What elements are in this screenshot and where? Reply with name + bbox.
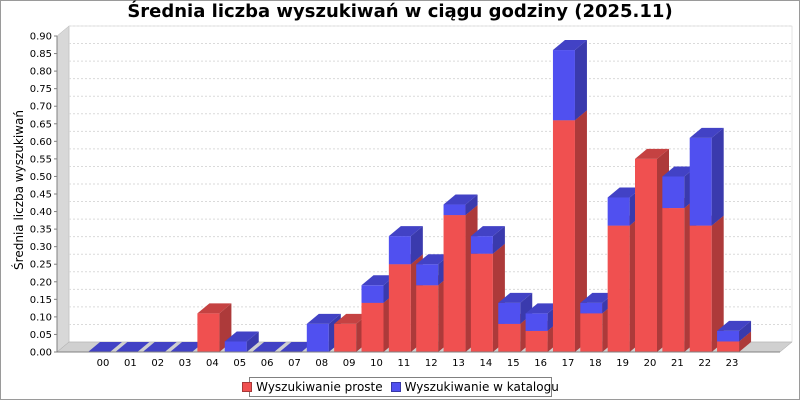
bar-15-series-1 bbox=[498, 292, 533, 324]
x-tick-label-15: 15 bbox=[507, 358, 520, 369]
y-tick-label-18: 0.90 bbox=[30, 32, 52, 43]
x-tick-label-23: 23 bbox=[726, 358, 739, 369]
bar-06-series-1 bbox=[252, 342, 287, 352]
legend-swatch-series-1 bbox=[390, 382, 401, 392]
y-tick-label-1: 0.05 bbox=[30, 330, 52, 341]
y-tick-label-3: 0.15 bbox=[30, 295, 52, 306]
x-tick-label-22: 22 bbox=[698, 358, 711, 369]
x-tick-label-14: 14 bbox=[480, 358, 493, 369]
x-tick-label-12: 12 bbox=[425, 358, 438, 369]
y-tick-label-11: 0.55 bbox=[30, 154, 52, 165]
bar-01-series-1 bbox=[115, 342, 150, 352]
bar-13-series-1 bbox=[443, 194, 478, 216]
x-tick-label-07: 07 bbox=[288, 358, 301, 369]
y-tick-label-16: 0.80 bbox=[30, 67, 52, 78]
x-tick-label-19: 19 bbox=[616, 358, 629, 369]
bar-11-series-1 bbox=[388, 226, 423, 265]
y-tick-label-12: 0.60 bbox=[30, 137, 52, 148]
x-tick-label-09: 09 bbox=[343, 358, 356, 369]
x-tick-label-03: 03 bbox=[179, 358, 192, 369]
bar-03-series-1 bbox=[170, 342, 205, 352]
bars bbox=[88, 40, 752, 353]
legend-label-series-1: Wyszukiwanie w katalogu bbox=[404, 380, 559, 394]
x-tick-label-13: 13 bbox=[452, 358, 465, 369]
plot-left-wall bbox=[56, 25, 70, 353]
axes: 0.00 0.05 0.10 0.15 0.20 0.25 0.30 0.35 0.40 0.45… bbox=[30, 32, 780, 369]
bar-17-series-1 bbox=[552, 40, 587, 121]
y-tick-label-2: 0.10 bbox=[30, 312, 52, 323]
x-tick-label-05: 05 bbox=[233, 358, 246, 369]
y-tick-label-9: 0.45 bbox=[30, 190, 52, 201]
y-tick-label-13: 0.65 bbox=[30, 119, 52, 130]
x-tick-label-00: 00 bbox=[97, 358, 110, 369]
y-tick-label-4: 0.20 bbox=[30, 277, 52, 288]
legend-item-series-1: Wyszukiwanie w katalogu bbox=[390, 380, 559, 394]
x-tick-label-06: 06 bbox=[261, 358, 274, 369]
legend-label-series-0: Wyszukiwanie proste bbox=[256, 380, 383, 394]
y-tick-label-15: 0.75 bbox=[30, 84, 52, 95]
x-tick-label-17: 17 bbox=[562, 358, 575, 369]
x-tick-label-08: 08 bbox=[315, 358, 328, 369]
x-tick-label-18: 18 bbox=[589, 358, 602, 369]
bar-05-series-1 bbox=[224, 331, 259, 352]
x-tick-label-16: 16 bbox=[534, 358, 547, 369]
bar-02-series-1 bbox=[142, 342, 177, 352]
legend-item-series-0: Wyszukiwanie proste bbox=[242, 380, 383, 394]
x-tick-label-20: 20 bbox=[644, 358, 657, 369]
y-tick-label-17: 0.85 bbox=[30, 49, 52, 60]
x-tick-label-02: 02 bbox=[151, 358, 164, 369]
y-tick-label-5: 0.25 bbox=[30, 260, 52, 271]
y-tick-label-7: 0.35 bbox=[30, 225, 52, 236]
bar-07-series-1 bbox=[279, 342, 314, 352]
y-tick-label-8: 0.40 bbox=[30, 207, 52, 218]
bar-14-series-1 bbox=[470, 226, 505, 254]
legend-swatch-series-0 bbox=[242, 382, 253, 392]
y-tick-label-14: 0.70 bbox=[30, 102, 52, 113]
legend: Wyszukiwanie proste Wyszukiwanie w katal… bbox=[242, 377, 559, 397]
x-tick-label-04: 04 bbox=[206, 358, 219, 369]
chart-title: Średnia liczba wyszukiwań w ciągu godzin… bbox=[127, 1, 673, 22]
x-tick-label-10: 10 bbox=[370, 358, 383, 369]
bar-00-series-1 bbox=[88, 342, 122, 352]
bar-22-series-1 bbox=[689, 127, 724, 226]
x-tick-label-01: 01 bbox=[124, 358, 137, 369]
bar-17-series-0 bbox=[552, 110, 587, 353]
x-tick-label-11: 11 bbox=[397, 358, 410, 369]
y-tick-label-0: 0.00 bbox=[30, 348, 52, 359]
x-tick-label-21: 21 bbox=[671, 358, 684, 369]
y-tick-label-6: 0.30 bbox=[30, 242, 52, 253]
bar-23-series-1 bbox=[717, 320, 752, 342]
y-tick-label-10: 0.50 bbox=[30, 172, 52, 183]
